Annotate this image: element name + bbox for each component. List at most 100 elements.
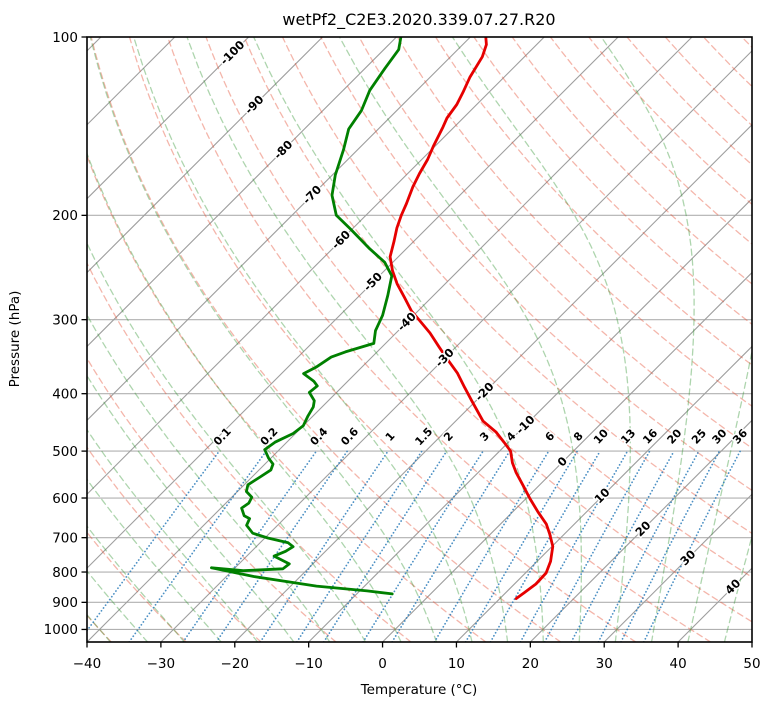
- mixing-ratio-lines: [87, 450, 742, 642]
- x-tick-label: 20: [522, 656, 539, 672]
- y-tick-label: 700: [52, 530, 78, 546]
- sounding-curves: [210, 37, 555, 600]
- dry-adiabat-line: [626, 37, 752, 166]
- mixing-ratio-label: 30: [710, 426, 730, 446]
- mixing-ratio-line: [464, 450, 579, 642]
- dry-adiabat-line: [549, 37, 752, 245]
- y-tick-label: 600: [52, 491, 78, 507]
- y-tick-label: 1000: [44, 622, 78, 638]
- x-tick-label: 50: [743, 656, 760, 672]
- isotherm-line: [234, 123, 752, 642]
- y-tick-label: 800: [52, 565, 78, 581]
- x-tick-label: −10: [294, 656, 323, 672]
- moist-adiabat-line: [687, 348, 752, 642]
- mixing-ratio-line: [362, 450, 484, 642]
- dry-adiabat-line: [243, 37, 752, 578]
- isotherm-line: [456, 345, 752, 642]
- moist-adiabat-line: [723, 533, 752, 642]
- mixing-ratio-line: [296, 450, 423, 642]
- mixing-ratio-line: [597, 450, 700, 642]
- dry-adiabat-line: [281, 37, 752, 535]
- isotherm-line: [529, 419, 752, 642]
- dry-adiabat-line: [434, 37, 752, 366]
- mixing-ratio-line: [543, 450, 651, 642]
- mixing-ratio-line: [215, 450, 349, 642]
- y-tick-label: 500: [52, 444, 78, 460]
- isotherm-line: [87, 37, 545, 496]
- mixing-ratio-label: 3: [477, 429, 492, 443]
- dewpoint-curve: [210, 37, 403, 596]
- isotherm-line: [751, 641, 752, 642]
- y-tick-label: 900: [52, 595, 78, 611]
- x-tick-label: −30: [147, 656, 176, 672]
- dry-adiabat-line: [320, 37, 752, 492]
- y-tick-label: 100: [52, 30, 78, 46]
- dry-adiabat-line: [167, 37, 712, 642]
- y-tick-label: 400: [52, 386, 78, 402]
- mixing-ratio-line: [620, 450, 721, 642]
- mixing-ratio-label: 0.1: [211, 425, 234, 448]
- axes: −40 −30 −20 −10 0 10 20 30 40 50 100 200 300 400 500 60…: [44, 30, 761, 672]
- moist-adiabat-line: [338, 37, 583, 642]
- moist-adiabats: [87, 37, 752, 642]
- moist-adiabat-line: [87, 241, 367, 642]
- temperature-curve: [388, 37, 555, 600]
- isotherm-line: [87, 37, 323, 274]
- dry-adiabat-line: [588, 37, 752, 206]
- dry-adiabat-line: [205, 37, 752, 623]
- mixing-ratio-line: [642, 450, 742, 642]
- isotherm-line: [87, 37, 397, 348]
- chart-title: wetPf2_C2E3.2020.339.07.27.R20: [282, 10, 555, 30]
- moist-adiabat-line: [600, 37, 695, 642]
- isotherm-line: [603, 493, 752, 642]
- moist-adiabat-line: [87, 428, 259, 642]
- mixing-ratio-label: 0.2: [258, 425, 281, 448]
- moist-adiabat-line: [87, 151, 402, 642]
- dry-adiabat-line: [396, 37, 752, 408]
- dry-adiabat-line: [87, 153, 487, 642]
- isotherm-line: [308, 197, 752, 642]
- moist-adiabat-line: [451, 37, 631, 642]
- mixing-ratio-label: 1: [383, 429, 398, 443]
- x-tick-label: 10: [448, 656, 465, 672]
- mixing-ratio-line: [182, 450, 318, 642]
- mixing-ratio-line: [322, 450, 448, 642]
- isotherm-line: [160, 50, 752, 642]
- x-tick-label: −20: [221, 656, 250, 672]
- x-tick-label: 40: [670, 656, 687, 672]
- mixing-ratio-line: [259, 450, 389, 642]
- x-axis-label: Temperature (°C): [360, 682, 478, 698]
- moist-adiabat-line: [87, 570, 149, 642]
- dry-adiabat-line: [87, 446, 262, 642]
- moist-adiabat-line: [87, 313, 331, 642]
- dry-adiabat-line: [90, 37, 562, 642]
- dry-adiabat-line: [87, 261, 412, 642]
- dry-adiabat-line: [358, 37, 752, 449]
- mixing-ratio-line: [570, 450, 675, 642]
- isobar-gridlines: [87, 37, 752, 630]
- line-labels: -100-90-80-70-60-50-40-30-20-10010203040…: [209, 36, 751, 599]
- moist-adiabat-line: [89, 37, 438, 642]
- moist-adiabat-line: [87, 525, 186, 642]
- isotherm-line: [87, 37, 619, 569]
- dry-adiabat-line: [128, 37, 637, 642]
- plot-border: [86, 36, 753, 643]
- isotherm-lines: [87, 37, 752, 642]
- mixing-ratio-label: 16: [640, 426, 660, 446]
- dry-adiabat-line: [741, 37, 752, 49]
- moist-adiabat-line: [186, 37, 509, 642]
- x-tick-label: 0: [378, 656, 387, 672]
- moist-adiabat-line: [133, 37, 473, 642]
- isotherm-line: [87, 37, 471, 422]
- y-axis-label: Pressure (hPa): [7, 291, 23, 388]
- moist-adiabat-line: [87, 374, 295, 642]
- mixing-ratio-line: [433, 450, 550, 642]
- moist-adiabat-line: [253, 37, 544, 642]
- y-tick-label: 200: [52, 208, 78, 224]
- isotherm-line: [382, 271, 752, 642]
- isotherm-line: [87, 37, 250, 200]
- mixing-ratio-line: [128, 450, 268, 642]
- moist-adiabat-line: [87, 478, 222, 642]
